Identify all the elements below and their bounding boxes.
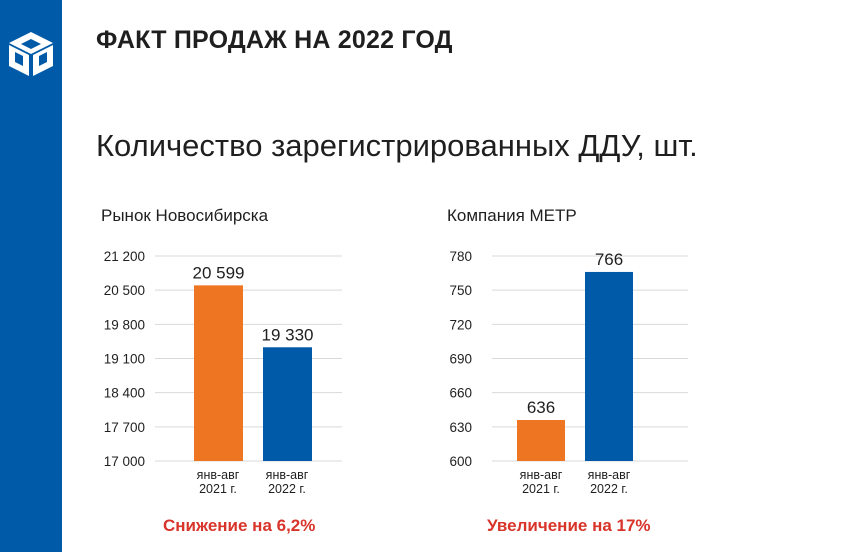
- y-tick-label: 19 100: [104, 352, 145, 367]
- y-tick-label: 18 400: [104, 386, 145, 401]
- y-tick-label: 660: [449, 386, 472, 401]
- page-subtitle: Количество зарегистрированных ДДУ, шт.: [96, 128, 698, 163]
- bar-value-label: 766: [595, 250, 623, 269]
- bar-value-label: 20 599: [193, 263, 245, 282]
- category-label: янв-авг: [266, 468, 309, 482]
- y-tick-label: 21 200: [104, 249, 145, 264]
- bar-value-label: 636: [527, 398, 555, 417]
- bar: [263, 347, 312, 461]
- bar: [517, 420, 565, 461]
- bar-value-label: 19 330: [262, 325, 314, 344]
- y-tick-label: 20 500: [104, 283, 145, 298]
- bar: [194, 285, 243, 461]
- sidebar: [0, 0, 62, 552]
- chart-title-market: Рынок Новосибирска: [101, 206, 269, 225]
- category-label: янв-авг: [588, 468, 631, 482]
- category-label: 2021 г.: [522, 482, 560, 496]
- category-label: 2022 г.: [590, 482, 628, 496]
- category-label: янв-авг: [197, 468, 240, 482]
- y-tick-label: 690: [449, 352, 472, 367]
- bar: [585, 271, 633, 461]
- y-tick-label: 17 700: [104, 420, 145, 435]
- category-label: 2022 г.: [268, 482, 306, 496]
- page-title: ФАКТ ПРОДАЖ НА 2022 ГОД: [96, 26, 453, 54]
- category-label: 2021 г.: [199, 482, 237, 496]
- y-tick-label: 17 000: [104, 454, 145, 469]
- y-tick-label: 750: [449, 283, 472, 298]
- logo-cube-icon: [9, 32, 53, 76]
- chart-title-company: Компания МЕТР: [447, 206, 577, 225]
- result-market: Снижение на 6,2%: [163, 516, 316, 535]
- category-label: янв-авг: [520, 468, 563, 482]
- y-tick-label: 780: [449, 249, 472, 264]
- y-tick-label: 630: [449, 420, 472, 435]
- result-company: Увеличение на 17%: [487, 516, 651, 535]
- y-tick-label: 720: [449, 317, 472, 332]
- y-tick-label: 600: [449, 454, 472, 469]
- y-tick-label: 19 800: [104, 317, 145, 332]
